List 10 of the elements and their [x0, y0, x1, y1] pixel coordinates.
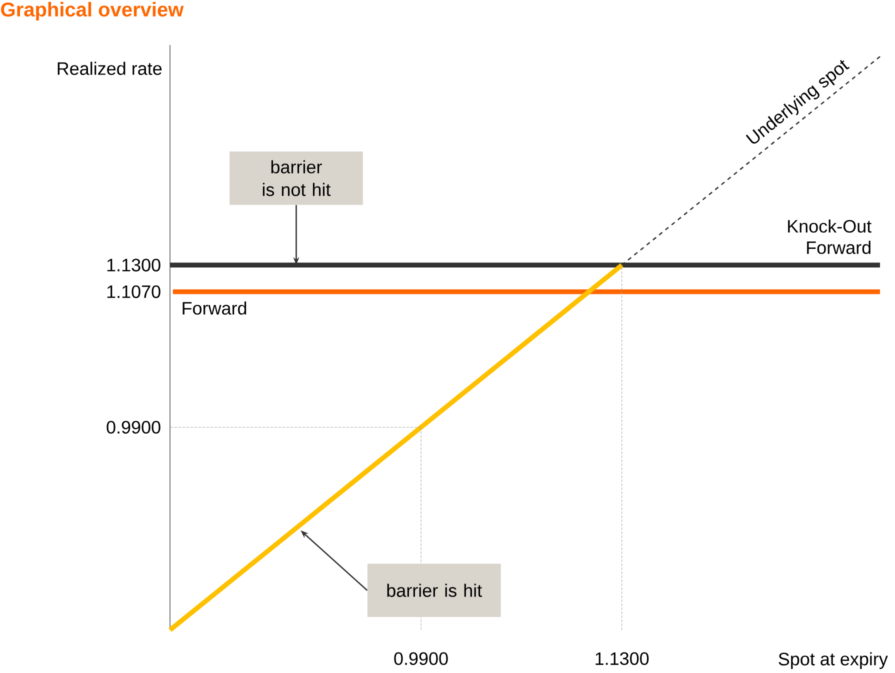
y-tick-label: 1.1300 — [107, 258, 160, 272]
annotation: barrier is not hit — [262, 160, 331, 196]
chart-title: Graphical overview — [1, 2, 184, 21]
series-label: Knock-Out Forward — [788, 219, 872, 254]
series-label: Forward — [182, 301, 246, 315]
x-axis-title: Spot at expiry — [778, 652, 888, 670]
y-axis-title: Realized rate — [58, 62, 162, 75]
y-tick-label: 0.9900 — [106, 420, 160, 434]
annotation: barrier is hit — [387, 584, 482, 597]
y-tick-label: 1.1070 — [107, 285, 160, 298]
